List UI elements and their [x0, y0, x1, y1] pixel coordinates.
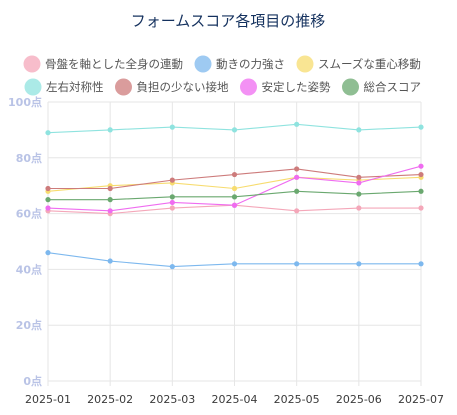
legend-item[interactable]: スムーズな重心移動 [296, 55, 421, 73]
data-point[interactable] [107, 185, 113, 192]
x-tick-label: 2025-01 [25, 393, 71, 406]
legend-label: 動きの力強さ [216, 57, 285, 71]
data-point[interactable] [169, 199, 175, 206]
data-point[interactable] [418, 261, 424, 267]
data-point[interactable] [418, 124, 424, 130]
data-point[interactable] [231, 171, 238, 178]
gridlines [47, 101, 422, 386]
x-axis: 2025-01 2025-02 2025-03 2025-04 2025-05 2025-… [25, 393, 444, 406]
series-3 [45, 121, 424, 136]
data-point[interactable] [294, 208, 300, 214]
data-point[interactable] [418, 171, 424, 178]
legend-swatch [23, 55, 41, 73]
legend-label: 骨盤を軸とした全身の連動 [45, 57, 183, 71]
data-point[interactable] [169, 264, 175, 270]
data-point[interactable] [231, 261, 238, 267]
data-point[interactable] [294, 261, 300, 267]
y-tick-label: 20点 [16, 318, 42, 332]
data-point[interactable] [294, 121, 300, 127]
data-point[interactable] [107, 197, 113, 203]
data-point[interactable] [169, 194, 175, 200]
legend-label: 左右対称性 [46, 80, 104, 94]
legend-label: スムーズな重心移動 [318, 57, 421, 71]
x-tick-label: 2025-07 [398, 393, 444, 406]
y-axis: 0点 20点 40点 60点 80点 100点 [8, 95, 42, 388]
data-point[interactable] [231, 194, 238, 200]
series-1 [45, 250, 424, 270]
data-point[interactable] [169, 205, 175, 211]
legend-item[interactable]: 安定した姿勢 [240, 78, 331, 96]
data-point[interactable] [356, 127, 362, 133]
legend-swatch [115, 78, 132, 96]
data-point[interactable] [418, 163, 424, 169]
data-point[interactable] [418, 205, 424, 211]
legend-item[interactable]: 負担の少ない接地 [115, 78, 229, 96]
legend-label: 負担の少ない接地 [137, 80, 229, 94]
y-tick-label: 80点 [16, 151, 42, 165]
data-point[interactable] [45, 250, 51, 256]
data-point[interactable] [294, 166, 300, 172]
x-tick-label: 2025-02 [87, 393, 133, 406]
legend-label: 総合スコア [364, 80, 422, 94]
data-point[interactable] [107, 208, 113, 214]
legend-label: 安定した姿勢 [262, 80, 331, 94]
data-point[interactable] [107, 127, 113, 133]
data-point[interactable] [356, 174, 362, 180]
data-point[interactable] [45, 197, 51, 203]
data-point[interactable] [418, 188, 424, 194]
data-point[interactable] [45, 130, 51, 136]
series-6 [45, 188, 424, 203]
y-tick-label: 0点 [23, 374, 42, 388]
data-point[interactable] [45, 205, 51, 211]
chart-title: フォームスコア各項目の推移 [131, 12, 326, 30]
legend-item[interactable]: 動きの力強さ [194, 55, 286, 73]
x-tick-label: 2025-06 [336, 393, 382, 406]
data-point[interactable] [231, 127, 238, 133]
series-layer [45, 121, 424, 270]
legend-item[interactable]: 総合スコア [342, 78, 422, 96]
data-point[interactable] [231, 185, 238, 192]
data-point[interactable] [356, 205, 362, 211]
series-5 [45, 163, 424, 214]
x-tick-label: 2025-04 [212, 393, 258, 406]
series-4 [45, 166, 424, 192]
legend-swatch [24, 78, 42, 96]
legend-swatch [342, 78, 359, 96]
legend-item[interactable]: 骨盤を軸とした全身の連動 [23, 55, 184, 73]
data-point[interactable] [169, 177, 175, 183]
legend-swatch [240, 78, 257, 96]
x-tick-label: 2025-05 [274, 393, 320, 406]
data-point[interactable] [294, 174, 300, 180]
data-point[interactable] [356, 261, 362, 267]
data-point[interactable] [356, 180, 362, 186]
data-point[interactable] [107, 258, 113, 264]
x-tick-label: 2025-03 [149, 393, 195, 406]
data-point[interactable] [45, 185, 51, 192]
legend-swatch [194, 55, 212, 73]
legend-swatch [296, 55, 314, 73]
data-point[interactable] [356, 191, 362, 197]
data-point[interactable] [169, 124, 175, 130]
y-tick-label: 60点 [16, 207, 42, 221]
data-point[interactable] [294, 188, 300, 194]
data-point[interactable] [231, 202, 238, 208]
y-tick-label: 100点 [8, 95, 42, 109]
legend-item[interactable]: 左右対称性 [24, 78, 104, 96]
y-tick-label: 40点 [16, 262, 42, 276]
